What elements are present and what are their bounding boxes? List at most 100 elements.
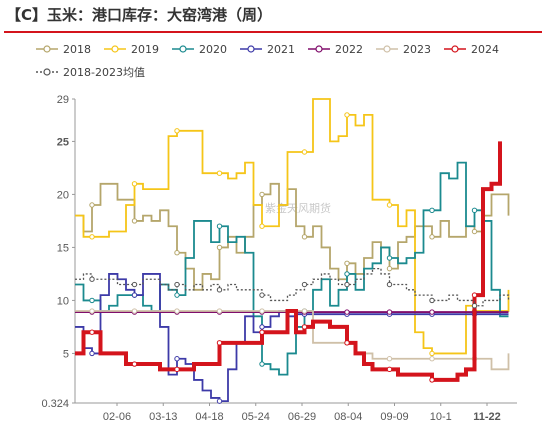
- series-line-2021: [75, 273, 509, 403]
- legend-label-2023: 2023: [403, 43, 431, 56]
- data-point-2018-2023-: [344, 281, 350, 288]
- data-point-2018-2023-: [301, 281, 308, 288]
- title-divider: [4, 31, 542, 33]
- data-point-2019: [429, 350, 435, 357]
- data-point-2020: [471, 207, 478, 214]
- series-line-2020: [75, 161, 509, 376]
- y-tick-label: 15: [57, 242, 69, 254]
- data-point-2018-2023-: [386, 281, 393, 288]
- series-line-2023: [75, 310, 510, 371]
- data-point-2020: [259, 361, 265, 367]
- data-point-2019: [174, 128, 180, 134]
- legend-marker-2018: [43, 45, 51, 53]
- legend-label-2020: 2020: [199, 43, 227, 56]
- data-point-2018-2023-: [131, 281, 138, 288]
- data-point-2024: [131, 361, 138, 367]
- data-point-2020: [386, 255, 393, 261]
- watermark-text: 紫金天风期货: [265, 201, 331, 215]
- series-line-2018: [75, 182, 510, 291]
- data-point-2024: [259, 329, 265, 335]
- y-tick-label: 10: [57, 295, 69, 307]
- data-point-2024: [344, 340, 350, 346]
- data-point-2020: [429, 207, 435, 214]
- legend-label-2018-2023-: 2018-2023均值: [63, 66, 145, 79]
- data-point-2023: [386, 356, 393, 362]
- data-point-2020: [344, 271, 350, 277]
- legend-marker-2023: [383, 45, 391, 53]
- data-point-2019: [131, 181, 138, 187]
- legend-label-2021: 2021: [267, 43, 295, 56]
- data-point-2019: [344, 112, 350, 118]
- data-point-2024: [216, 340, 223, 346]
- legend-label-2024: 2024: [471, 43, 499, 56]
- data-point-2023: [89, 308, 95, 314]
- data-point-2019: [216, 170, 223, 176]
- data-point-2021: [174, 356, 180, 362]
- data-point-2021: [259, 324, 265, 330]
- legend-label-2022: 2022: [335, 43, 363, 56]
- data-point-2018: [429, 234, 435, 240]
- x-tick-label: 08-04: [334, 411, 362, 423]
- data-point-2019: [259, 223, 265, 229]
- y-tick-label: 5: [63, 348, 69, 360]
- data-point-2022: [344, 309, 350, 315]
- x-tick-label: 04-18: [195, 411, 223, 423]
- data-point-2019: [386, 202, 393, 208]
- data-point-2023: [429, 356, 435, 362]
- y-tick-label: 0.324: [41, 398, 69, 410]
- data-point-2018-2023-: [174, 281, 180, 288]
- x-tick-label: 06-29: [288, 411, 316, 423]
- data-point-2023: [131, 308, 138, 314]
- legend-marker-2022: [315, 45, 323, 53]
- data-point-2021: [89, 350, 95, 357]
- legend-marker-2019: [111, 45, 119, 53]
- data-point-2023: [174, 308, 180, 314]
- data-point-2024: [429, 377, 435, 383]
- chart-title: 【C】玉米：港口库存：大窑湾港（周）: [6, 6, 273, 24]
- x-tick-label: 03-13: [149, 411, 177, 423]
- data-point-2018: [471, 228, 478, 235]
- data-point-2024: [301, 324, 308, 330]
- legend-marker-2020: [179, 45, 187, 53]
- data-point-2023: [259, 308, 265, 314]
- legend-marker-2021: [247, 45, 255, 53]
- series-line-2018-2023-: [75, 267, 510, 307]
- data-point-2018: [386, 265, 393, 272]
- y-tick-label: 29: [57, 94, 69, 106]
- data-point-2021: [131, 292, 138, 298]
- x-tick-label: 10-1: [430, 411, 452, 423]
- data-point-2024: [89, 329, 95, 335]
- data-point-2024: [386, 366, 393, 373]
- data-point-2022: [429, 309, 435, 315]
- data-point-2018: [89, 202, 95, 208]
- x-tick-label: 02-06: [103, 411, 131, 423]
- data-point-2018: [174, 250, 180, 256]
- data-point-2018: [301, 234, 308, 240]
- y-tick-label: 20: [57, 189, 69, 201]
- data-point-2024: [174, 366, 180, 373]
- legend-label-2018: 2018: [63, 43, 91, 56]
- data-point-2020: [216, 223, 223, 229]
- data-point-2018-2023-: [259, 292, 265, 298]
- data-point-2023: [301, 308, 308, 314]
- data-point-2018-2023-: [89, 276, 95, 282]
- data-point-2020: [174, 292, 180, 298]
- data-point-2018: [216, 244, 223, 251]
- data-point-2018: [259, 191, 265, 198]
- legend-marker-2024: [451, 45, 459, 53]
- data-point-2018-2023-: [471, 303, 478, 309]
- legend-label-2019: 2019: [131, 43, 159, 56]
- data-point-2020: [89, 297, 95, 304]
- x-tick-label: 11-22: [473, 411, 501, 423]
- data-point-2019: [301, 149, 308, 155]
- y-tick-label: 25: [57, 136, 69, 148]
- data-point-2021: [216, 398, 223, 404]
- legend-marker-2018-2023-: [43, 68, 51, 76]
- data-point-2024: [471, 292, 478, 298]
- data-point-2018-2023-: [216, 287, 223, 293]
- data-point-2019: [89, 234, 95, 240]
- data-point-2018-2023-: [429, 297, 435, 304]
- x-tick-label: 05-24: [242, 411, 270, 423]
- data-point-2018: [131, 218, 138, 224]
